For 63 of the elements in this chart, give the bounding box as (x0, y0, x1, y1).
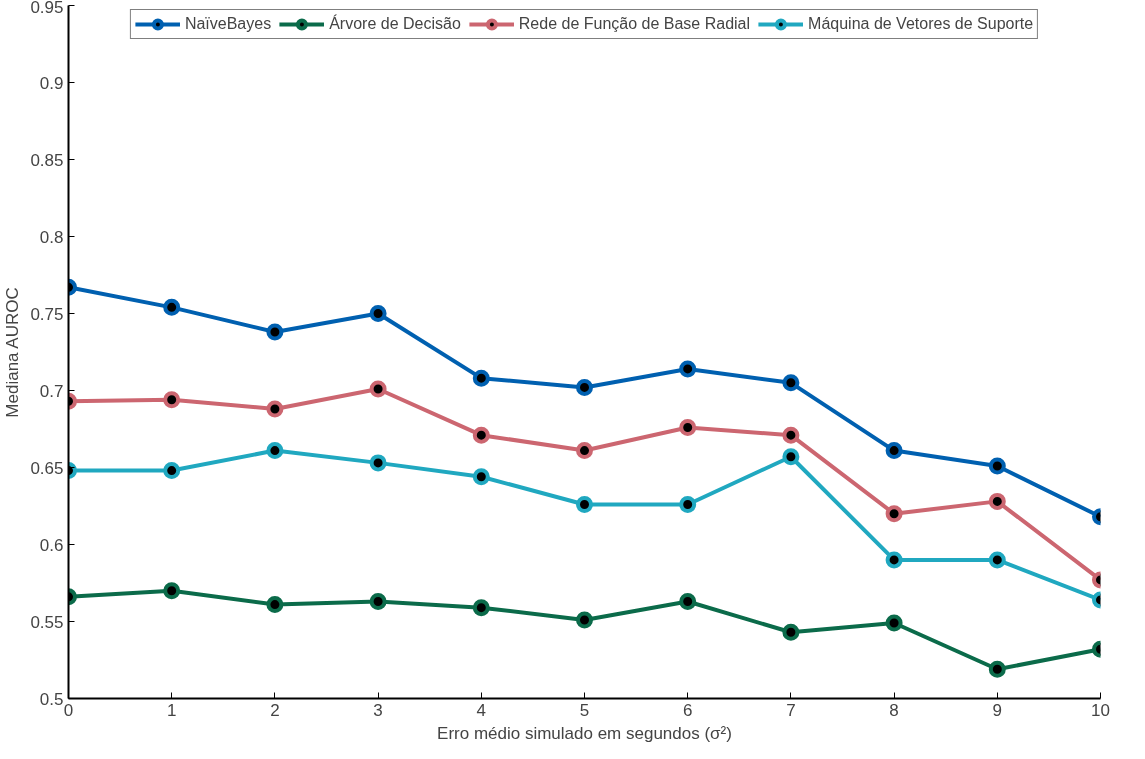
point (988, 457, 1006, 475)
point (885, 551, 903, 569)
x-tick-label: 6 (682, 700, 693, 720)
point (782, 448, 800, 466)
x-tick-label: 8 (889, 700, 899, 720)
legend-label: NaïveBayes (184, 15, 272, 33)
y-axis-title: Mediana AUROC (3, 287, 23, 418)
point (988, 551, 1006, 569)
x-tick-label: 3 (373, 700, 383, 720)
point (266, 442, 284, 460)
point (782, 623, 800, 641)
point (885, 442, 903, 460)
point (163, 391, 181, 409)
point (163, 298, 181, 316)
point (369, 305, 387, 322)
point (679, 592, 697, 610)
point (266, 400, 284, 418)
legend-label: Rede de Função de Base Radial (518, 15, 751, 33)
point (472, 599, 490, 617)
point (576, 495, 593, 513)
legend-label: Árvore de Decisão (329, 15, 461, 33)
point (679, 495, 697, 513)
x-tick-label: 2 (270, 700, 280, 720)
point (679, 418, 697, 436)
point (472, 468, 490, 486)
point (576, 442, 593, 460)
y-tick-label: 0.85 (30, 150, 64, 170)
point (782, 426, 800, 444)
x-tick-label: 7 (786, 700, 796, 720)
x-tick-label: 4 (476, 700, 487, 720)
point (472, 426, 490, 444)
y-tick-label: 0.55 (30, 612, 64, 632)
point (369, 380, 387, 398)
point (163, 462, 181, 480)
point (988, 660, 1006, 678)
y-tick-label: 0.65 (30, 458, 64, 478)
point (885, 614, 903, 632)
point (576, 378, 593, 396)
point (472, 369, 490, 387)
point (885, 505, 903, 523)
x-tick-label: 0 (63, 700, 74, 720)
point (782, 374, 800, 392)
y-tick-label: 0.5 (39, 689, 64, 709)
y-tick-label: 0.6 (39, 535, 64, 555)
y-tick-label: 0.7 (39, 381, 64, 401)
point (369, 454, 387, 472)
x-tick-label: 1 (166, 700, 177, 720)
y-tick-label: 0.95 (30, 0, 64, 17)
x-tick-label: 10 (1091, 700, 1110, 720)
point (679, 360, 697, 378)
point (576, 611, 593, 629)
point (988, 492, 1006, 510)
y-tick-label: 0.9 (39, 73, 64, 93)
point (369, 592, 387, 610)
y-tick-label: 0.75 (30, 304, 64, 324)
point (163, 582, 181, 600)
point (266, 596, 284, 614)
legend-label: Máquina de Vetores de Suporte (808, 15, 1034, 33)
x-tick-label: 9 (992, 700, 1003, 720)
y-tick-label: 0.8 (39, 227, 64, 247)
x-tick-label: 5 (579, 700, 590, 720)
x-axis-title: Erro médio simulado em segundos (σ²) (437, 723, 732, 743)
point (266, 323, 284, 341)
